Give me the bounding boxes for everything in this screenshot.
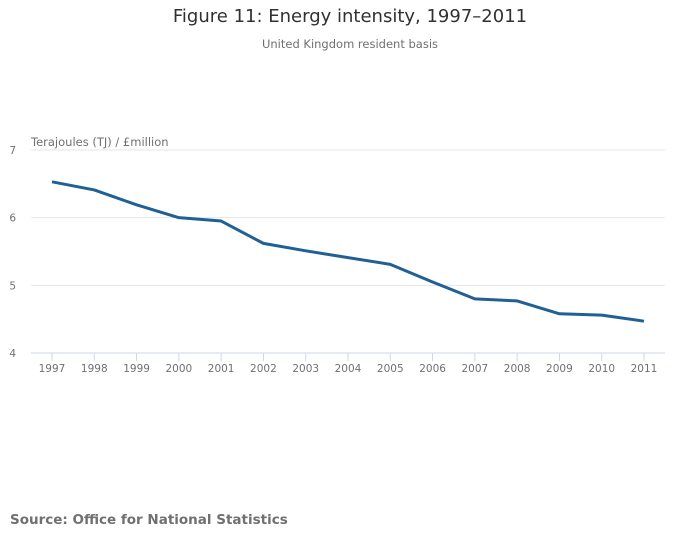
x-tick-label: 2006 <box>419 363 446 375</box>
x-tick-label: 1998 <box>81 363 108 375</box>
y-tick-label: 5 <box>9 280 16 292</box>
series-line <box>51 180 645 323</box>
data-point[interactable] <box>431 280 435 284</box>
data-point[interactable] <box>388 262 392 266</box>
y-tick-label: 6 <box>9 213 16 225</box>
chart-subtitle: United Kingdom resident basis <box>261 37 439 51</box>
data-point[interactable] <box>219 219 223 223</box>
data-point[interactable] <box>473 297 477 301</box>
y-tick-label: 4 <box>9 348 16 360</box>
data-point[interactable] <box>92 188 96 192</box>
y-axis-label: Terajoules (TJ) / £million <box>30 135 169 149</box>
data-point[interactable] <box>557 312 561 316</box>
data-point[interactable] <box>261 241 265 245</box>
data-point[interactable] <box>515 299 519 303</box>
data-point[interactable] <box>177 216 181 220</box>
data-point[interactable] <box>135 203 139 207</box>
source-note: Source: Office for National Statistics <box>10 512 288 528</box>
x-tick-label: 1997 <box>39 363 66 375</box>
data-point[interactable] <box>304 249 308 253</box>
x-tick-label: 2008 <box>504 363 531 375</box>
x-tick-label: 2003 <box>292 363 319 375</box>
x-tick-label: 2004 <box>335 363 362 375</box>
chart-title: Figure 11: Energy intensity, 1997–2011 <box>172 6 528 27</box>
x-tick-label: 1999 <box>123 363 150 375</box>
data-point[interactable] <box>642 319 646 323</box>
x-tick-label: 2001 <box>208 363 235 375</box>
x-tick-label: 2009 <box>546 363 573 375</box>
x-tick-label: 2007 <box>461 363 488 375</box>
y-tick-label: 7 <box>9 145 16 157</box>
data-point[interactable] <box>600 313 604 317</box>
data-point[interactable] <box>346 256 350 260</box>
x-tick-label: 2010 <box>588 363 615 375</box>
x-tick-label: 2011 <box>631 363 658 375</box>
data-point[interactable] <box>50 180 54 184</box>
x-tick-label: 2005 <box>377 363 404 375</box>
x-tick-label: 2002 <box>250 363 277 375</box>
x-tick-label: 2000 <box>165 363 192 375</box>
